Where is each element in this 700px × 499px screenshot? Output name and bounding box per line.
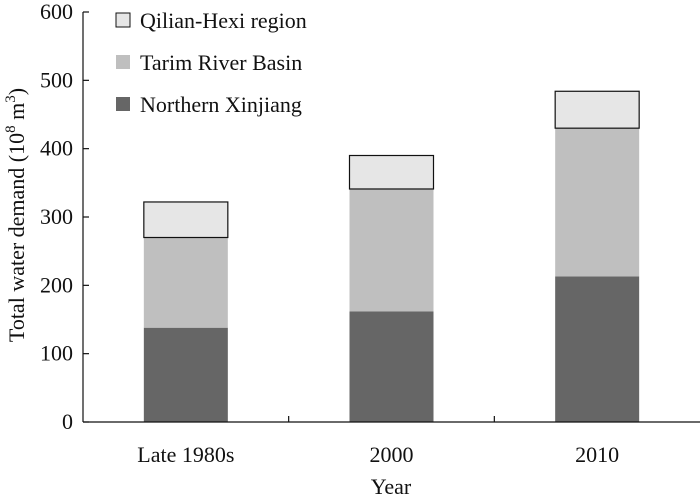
x-tick-label: 2010 (575, 442, 619, 467)
legend-label-northern-xinjiang: Northern Xinjiang (140, 92, 302, 117)
bar-segment-northern-xinjiang-1 (143, 327, 228, 422)
bars-group (143, 90, 640, 422)
bar-segment-northern-xinjiang-2 (349, 311, 434, 422)
y-axis-title-main: Total water demand (10 (4, 133, 29, 342)
legend-swatch-qilian-hexi-region (115, 12, 131, 28)
y-axis-title-close: ) (4, 88, 29, 95)
y-axis-title-sup2: 3 (3, 95, 19, 103)
y-tick-label: 300 (40, 204, 73, 229)
y-axis-title: Total water demand (108 m3) (3, 88, 29, 342)
bar-segment-qilian-hexi-region-1 (143, 201, 229, 239)
bar-segment-tarim-river-basin-3 (555, 128, 640, 277)
bar-segment-tarim-river-basin-2 (349, 188, 434, 312)
x-tick-label: Late 1980s (137, 442, 234, 467)
legend-label-tarim-river-basin: Tarim River Basin (140, 50, 302, 75)
y-tick-label: 500 (40, 67, 73, 92)
x-tick-label: 2000 (370, 442, 414, 467)
y-tick-label: 600 (40, 0, 73, 24)
legend-swatch-northern-xinjiang (116, 97, 130, 111)
bar-segment-tarim-river-basin-1 (143, 237, 228, 328)
bar-segment-qilian-hexi-region-2 (348, 154, 435, 190)
y-tick-label: 400 (40, 136, 73, 161)
legend: Qilian-Hexi region Tarim River Basin North… (115, 8, 307, 117)
y-axis-title-sup: 8 (3, 125, 19, 133)
y-tick-label: 200 (40, 272, 73, 297)
legend-swatch-tarim-river-basin (116, 55, 130, 69)
y-tick-label: 0 (62, 409, 73, 434)
y-axis-title-unit: m (4, 103, 29, 126)
bar-segment-qilian-hexi-region-3 (554, 90, 640, 129)
axes-group: 0 100 200 300 400 500 600 Late 1980s 2000 2010 (40, 0, 700, 467)
x-axis-title: Year (371, 474, 412, 499)
bar-segment-northern-xinjiang-3 (555, 276, 640, 422)
y-tick-label: 100 (40, 341, 73, 366)
legend-label-qilian-hexi-region: Qilian-Hexi region (140, 8, 307, 33)
